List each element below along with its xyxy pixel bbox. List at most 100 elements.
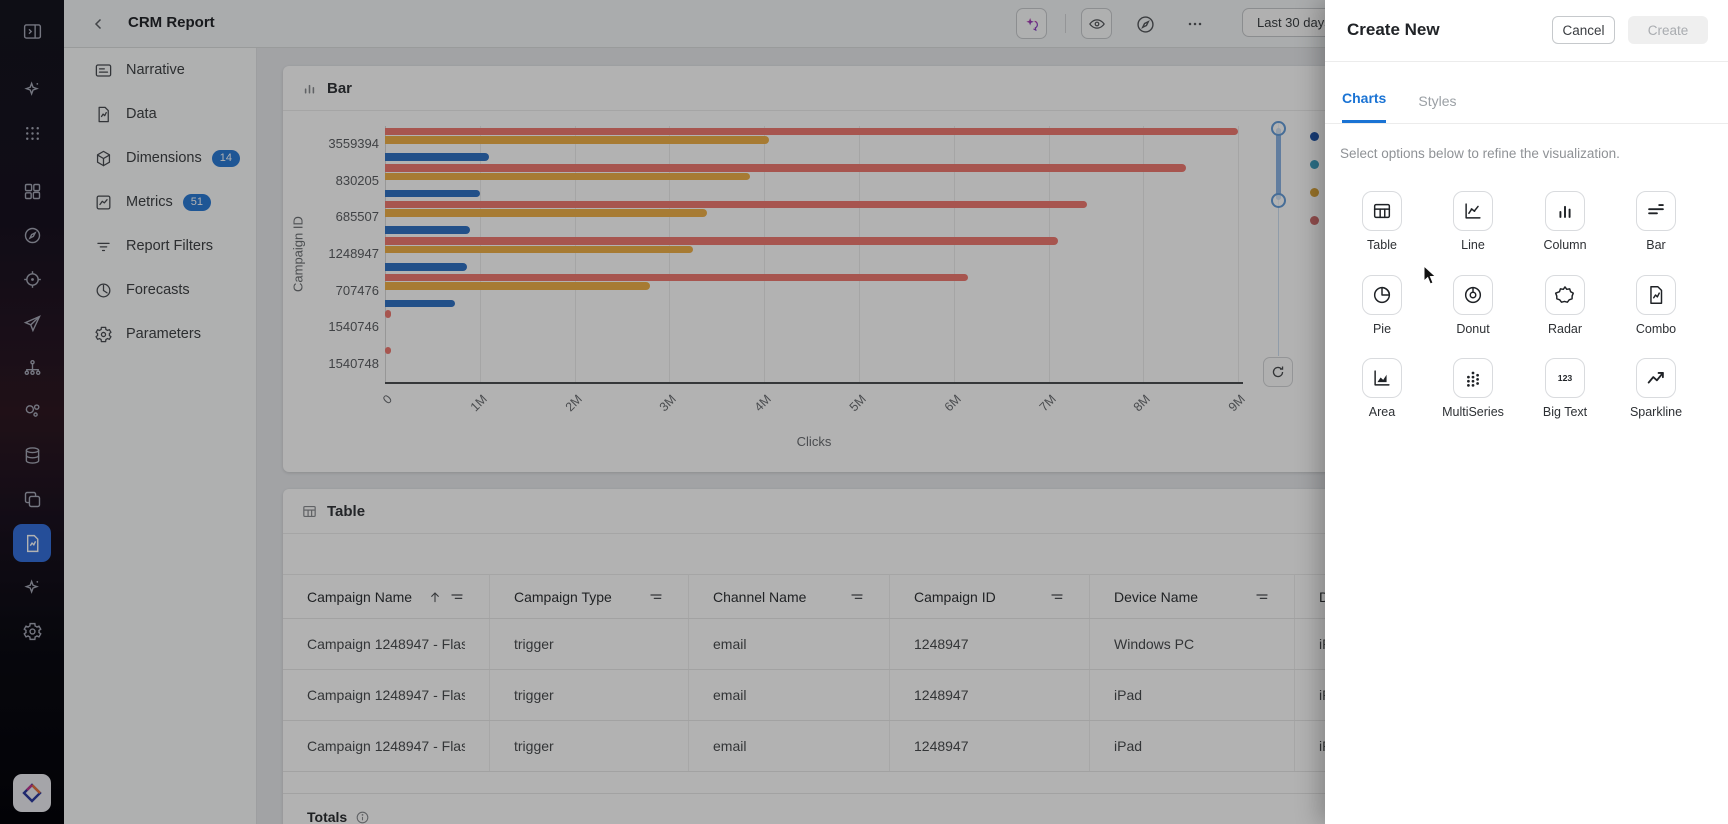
filter-icon[interactable]: [1254, 589, 1270, 605]
chart-option-label: Line: [1461, 238, 1485, 252]
apps-grid-icon[interactable]: [18, 119, 46, 147]
column-header-label: Channel Name: [713, 588, 807, 605]
legend-dot[interactable]: [1310, 216, 1319, 225]
bar-chart-icon: [304, 84, 315, 94]
info-icon[interactable]: [355, 810, 370, 824]
filter-icon[interactable]: [648, 589, 664, 605]
chart-option-sparkline[interactable]: Sparkline: [1611, 358, 1701, 419]
sidebar-item-narrative[interactable]: Narrative: [64, 48, 256, 92]
panel-tabs: Charts Styles: [1325, 62, 1728, 124]
chart-option-pie[interactable]: Pie: [1337, 275, 1427, 336]
bar-series-red-0: [385, 127, 1239, 135]
chart-scroll-handle-top[interactable]: [1271, 121, 1286, 136]
sparkle-icon[interactable]: [18, 573, 46, 601]
column-header-campaign-type[interactable]: Campaign Type: [490, 574, 689, 618]
sidebar-item-report-filters[interactable]: Report Filters: [64, 224, 256, 268]
sidebar-item-label: Parameters: [126, 326, 201, 342]
chart-option-line[interactable]: Line: [1428, 191, 1518, 252]
chart-option-bar[interactable]: Bar: [1611, 191, 1701, 252]
bar-series-red-2: [385, 200, 1087, 209]
filter-icon[interactable]: [849, 589, 865, 605]
chart-option-combo[interactable]: Combo: [1611, 275, 1701, 336]
ai-assistant-icon[interactable]: [1016, 8, 1047, 39]
tab-styles[interactable]: Styles: [1418, 93, 1457, 109]
chart-scroll-handle-bottom[interactable]: [1271, 193, 1286, 208]
send-icon[interactable]: [18, 309, 46, 337]
x-tick-label: 8M: [1131, 392, 1154, 415]
hierarchy-icon[interactable]: [18, 353, 46, 381]
chart-option-label: Pie: [1372, 322, 1392, 336]
column-header-channel-name[interactable]: Channel Name: [689, 574, 890, 618]
dashboard-icon[interactable]: [18, 177, 46, 205]
filter-icon[interactable]: [1049, 589, 1065, 605]
sidebar-item-dimensions[interactable]: Dimensions 14: [64, 136, 256, 180]
x-tick-label: 7M: [1036, 392, 1059, 415]
radar-icon: [1554, 286, 1574, 303]
sidebar-item-forecasts[interactable]: Forecasts: [64, 268, 256, 312]
bubbles-icon[interactable]: [18, 397, 46, 425]
x-tick-label: 3M: [657, 392, 680, 415]
count-badge: 51: [182, 193, 211, 211]
report-icon[interactable]: [13, 524, 51, 562]
dimensions-icon: [96, 150, 111, 166]
column-header-campaign-name[interactable]: Campaign Name: [283, 574, 490, 618]
sidebar-item-metrics[interactable]: Metrics 51: [64, 180, 256, 224]
sort-asc-icon[interactable]: [427, 589, 443, 605]
back-icon[interactable]: [88, 13, 110, 35]
legend-dot[interactable]: [1310, 132, 1319, 141]
cancel-button[interactable]: Cancel: [1552, 16, 1615, 44]
x-tick-label: 1M: [467, 392, 490, 415]
eye-preview-icon[interactable]: [1081, 8, 1112, 39]
collapse-sidebar-icon[interactable]: [18, 17, 46, 45]
column-header-device-name[interactable]: Device Name: [1090, 574, 1295, 618]
chart-option-big-text[interactable]: 123 Big Text: [1520, 358, 1610, 419]
table-cell: email: [689, 721, 890, 771]
legend-dot[interactable]: [1310, 188, 1319, 197]
chart-option-donut[interactable]: Donut: [1428, 275, 1518, 336]
ai-sparkle-icon[interactable]: [18, 75, 46, 103]
panel-header: Create New Cancel Create: [1325, 0, 1728, 62]
tab-charts[interactable]: Charts: [1342, 62, 1387, 123]
brand-logo[interactable]: [13, 774, 51, 812]
chart-option-radar[interactable]: Radar: [1520, 275, 1610, 336]
copies-icon[interactable]: [18, 485, 46, 513]
table-cell: trigger: [490, 619, 689, 669]
more-options-icon[interactable]: [1182, 12, 1208, 36]
column-header-campaign-id[interactable]: Campaign ID: [890, 574, 1090, 618]
metrics-icon: [96, 195, 111, 209]
chart-scroll-track[interactable]: [1278, 122, 1279, 356]
sidebar-item-parameters[interactable]: Parameters: [64, 312, 256, 356]
chart-option-table[interactable]: Table: [1337, 191, 1427, 252]
filter-icon[interactable]: [449, 589, 465, 605]
settings-icon[interactable]: [18, 617, 46, 645]
database-icon[interactable]: [18, 441, 46, 469]
totals-label: Totals: [307, 809, 348, 824]
table-cell: email: [689, 619, 890, 669]
chart-option-label: Area: [1368, 405, 1396, 419]
gridline: [574, 126, 576, 382]
compass-icon[interactable]: [18, 221, 46, 249]
table-cell: Campaign 1248947 - Flash Sale: [283, 721, 490, 771]
chart-option-label: Column: [1543, 238, 1587, 252]
chart-option-area[interactable]: Area: [1337, 358, 1427, 419]
compass-explore-icon[interactable]: [1133, 12, 1157, 36]
sidebar-item-data[interactable]: Data: [64, 92, 256, 136]
forecast-icon: [96, 283, 111, 297]
x-tick-label: 9M: [1225, 392, 1249, 415]
y-tick-label: 830205: [335, 172, 379, 188]
chart-option-column[interactable]: Column: [1520, 191, 1610, 252]
chart-option-multiseries[interactable]: MultiSeries: [1428, 358, 1518, 419]
x-tick-label: 6M: [941, 392, 964, 415]
table-grid-icon: [303, 505, 316, 517]
gridline: [1048, 126, 1050, 382]
refresh-button[interactable]: [1263, 357, 1293, 387]
target-icon[interactable]: [18, 265, 46, 293]
y-tick-label: 685507: [335, 209, 379, 225]
create-button[interactable]: Create: [1628, 16, 1708, 44]
legend-dot[interactable]: [1310, 160, 1319, 169]
bar-series-red-3: [385, 237, 1059, 245]
chart-scroll-range[interactable]: [1276, 128, 1281, 200]
table-icon: [1373, 203, 1391, 219]
refresh-icon: [1272, 366, 1284, 378]
